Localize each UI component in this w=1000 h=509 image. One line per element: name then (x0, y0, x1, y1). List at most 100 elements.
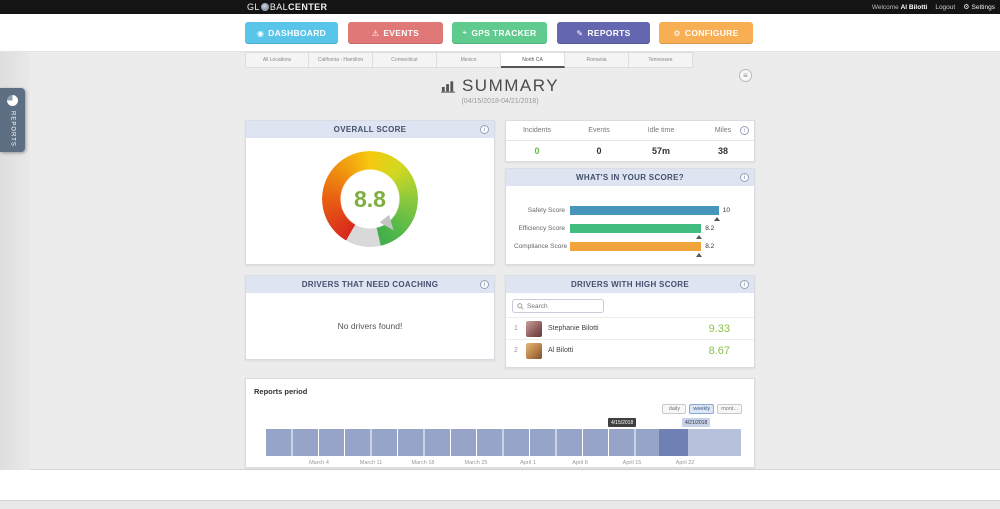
score-bars: Safety Score 10 Efficiency Score 8.2 Com… (506, 186, 754, 257)
logout-link[interactable]: Logout (935, 3, 956, 11)
driver-search-box (512, 299, 604, 313)
driver-score: 8.67 (708, 344, 730, 357)
dashboard-button[interactable]: ◉ DASHBOARD (245, 22, 338, 44)
tab-connecticut[interactable]: Connecticut (373, 52, 437, 68)
coaching-title: DRIVERS THAT NEED COACHING (301, 280, 439, 289)
location-tabs: All Locations California - Hamilton Conn… (245, 52, 693, 68)
tab-mexico[interactable]: Mexico (437, 52, 501, 68)
stats-header-events: Events (588, 127, 610, 134)
axis-label: March 18 (411, 460, 435, 466)
info-icon[interactable]: i (480, 125, 489, 134)
driver-row[interactable]: 2 Al Bilotti 8.67 (506, 339, 754, 361)
axis-label: April 1 (520, 460, 536, 466)
info-icon[interactable]: i (740, 126, 749, 135)
driver-name: Al Bilotti (548, 347, 574, 354)
stat-incidents-value: 0 (534, 146, 540, 156)
driver-score: 9.33 (708, 322, 730, 335)
page-title-text: SUMMARY (461, 76, 560, 95)
gauge-value: 8.8 (354, 185, 386, 212)
pie-chart-icon (7, 95, 18, 106)
driver-search-input[interactable] (527, 302, 597, 310)
gps-target-icon: ⌖ (462, 28, 468, 37)
events-button[interactable]: ⚠ EVENTS (348, 22, 443, 44)
safety-score-value: 10 (722, 206, 730, 214)
topbar: GL BAL CENTER Welcome Al Bilotti Logout … (0, 0, 1000, 14)
topbar-user-area: Welcome Al Bilotti Logout ⚙ Settings (872, 0, 995, 14)
logo-text-pre: GL (247, 2, 260, 12)
info-icon[interactable]: i (480, 280, 489, 289)
period-timeline[interactable] (266, 429, 741, 456)
axis-label: March 25 (464, 460, 488, 466)
monthly-range-button[interactable]: mont... (717, 404, 742, 414)
compliance-score-label: Compliance Score (514, 242, 568, 250)
reports-label: REPORTS (587, 28, 631, 38)
sidebar-reports-tab[interactable]: REPORTS (0, 88, 25, 152)
stats-card: Incidents Events Idle time Miles i 0 0 5… (505, 120, 755, 162)
coaching-header: DRIVERS THAT NEED COACHING i (246, 276, 494, 293)
settings-label: Settings (971, 3, 996, 11)
stats-header-row: Incidents Events Idle time Miles i (506, 121, 754, 141)
app-logo: GL BAL CENTER (247, 0, 327, 14)
driver-rank: 2 (514, 347, 518, 354)
stats-header-incidents: Incidents (522, 127, 552, 134)
score-breakdown-header: WHAT'S IN YOUR SCORE? i (506, 169, 754, 186)
tab-tennessee[interactable]: Tennessee (629, 52, 693, 68)
stats-values-row: 0 0 57m 38 (506, 141, 754, 161)
driver-avatar (526, 320, 542, 337)
compliance-score-value: 8.2 (705, 242, 715, 250)
selection-end-badge: 4/21/2018 (682, 418, 711, 427)
axis-label: April 22 (675, 460, 695, 466)
welcome-label: Welcome (871, 3, 899, 11)
stat-events-value: 0 (596, 146, 602, 156)
gauge-ring (322, 151, 418, 247)
axis-label: April 8 (572, 460, 588, 466)
globe-icon (260, 3, 269, 11)
coaching-card: DRIVERS THAT NEED COACHING i No drivers … (245, 275, 495, 360)
username: Al Bilotti (900, 3, 928, 11)
efficiency-score-bar (570, 223, 703, 239)
tab-north-ca[interactable]: North CA (501, 52, 565, 68)
range-buttons: daily weekly mont... (662, 404, 742, 414)
tab-romania[interactable]: Romania (565, 52, 629, 68)
driver-rank: 1 (514, 325, 518, 332)
warning-icon: ⚠ (371, 28, 380, 38)
axis-label: March 11 (359, 460, 383, 466)
selection-start-badge: 4/15/2018 (608, 418, 637, 427)
logo-text-suffix: CENTER (288, 2, 328, 12)
reports-button[interactable]: ✎ REPORTS (557, 22, 650, 44)
settings-link[interactable]: ⚙ Settings (963, 3, 996, 12)
info-icon[interactable]: i (740, 173, 749, 182)
info-icon[interactable]: i (740, 280, 749, 289)
tab-california-hamilton[interactable]: California - Hamilton (309, 52, 373, 68)
gps-tracker-button[interactable]: ⌖ GPS TRACKER (452, 22, 547, 44)
driver-avatar (526, 342, 542, 359)
safety-score-row: Safety Score 10 (506, 201, 754, 221)
timeline-selected-range[interactable] (659, 429, 688, 456)
configure-label: CONFIGURE (684, 28, 739, 38)
weekly-range-button[interactable]: weekly (689, 404, 715, 414)
compliance-score-row: Compliance Score 8.2 (506, 237, 754, 257)
score-breakdown-title: WHAT'S IN YOUR SCORE? (576, 173, 684, 182)
tab-all-locations[interactable]: All Locations (245, 52, 309, 68)
options-button[interactable]: ≡ (739, 69, 752, 82)
report-pencil-icon: ✎ (576, 28, 584, 38)
score-gauge: 8.8 (322, 151, 418, 247)
axis-label: March 4 (309, 460, 329, 466)
content-area: All Locations California - Hamilton Conn… (0, 52, 1000, 470)
efficiency-score-row: Efficiency Score 8.2 (506, 219, 754, 239)
welcome-text: Welcome Al Bilotti (872, 4, 928, 11)
high-score-header: DRIVERS WITH HIGH SCORE i (506, 276, 754, 293)
no-drivers-message: No drivers found! (337, 321, 403, 331)
driver-row[interactable]: 1 Stephanie Bilotti 9.33 (506, 317, 754, 339)
efficiency-score-value: 8.2 (705, 224, 715, 232)
page-title: SUMMARY (0, 76, 1000, 96)
safety-score-track: 10 (570, 205, 730, 221)
dashboard-icon: ◉ (256, 28, 265, 38)
daily-range-button[interactable]: daily (662, 404, 687, 414)
safety-score-bar (570, 205, 720, 221)
footer-bar (0, 500, 1000, 509)
configure-button[interactable]: ⚙ CONFIGURE (659, 22, 753, 44)
main-nav: ◉ DASHBOARD ⚠ EVENTS ⌖ GPS TRACKER ✎ REP… (0, 14, 1000, 52)
efficiency-score-track: 8.2 (570, 223, 730, 239)
reports-period-card: Reports period daily weekly mont... 4/15… (245, 378, 755, 468)
